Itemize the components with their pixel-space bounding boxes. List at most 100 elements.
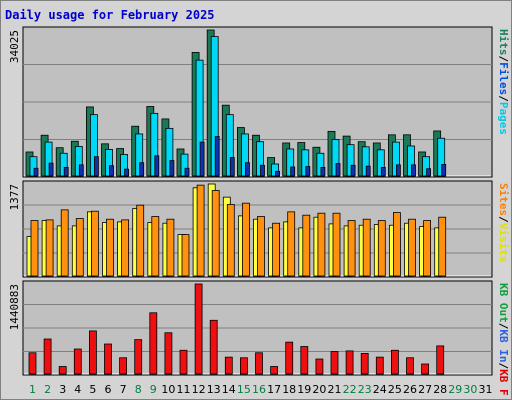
day-label: 7: [120, 383, 127, 396]
bar-pages: [260, 164, 265, 177]
bar-files: [165, 127, 174, 177]
chart-title: Daily usage for February 2025: [5, 8, 215, 22]
bar-files: [150, 112, 159, 177]
bar-kb-f: [330, 351, 339, 375]
bar-kb-f: [315, 358, 324, 375]
day-label: 26: [403, 383, 417, 396]
bar-kb-f: [390, 349, 399, 375]
bar-pages: [124, 168, 129, 177]
bar-pages: [169, 160, 175, 177]
bar-sites: [166, 218, 175, 277]
bar-pages: [48, 162, 54, 177]
y-max-label: 34025: [8, 30, 21, 63]
day-label: 23: [358, 383, 372, 396]
bar-kb-f: [436, 345, 445, 375]
day-label: 30: [463, 383, 477, 396]
bar-pages: [94, 156, 99, 177]
bar-kb-f: [255, 352, 263, 375]
bar-sites: [106, 218, 114, 277]
bar-sites: [332, 212, 341, 277]
legend: KB Out/KB In/KB F: [497, 283, 510, 396]
day-label: 22: [343, 383, 357, 396]
y-max-label: 1440883: [8, 284, 21, 330]
bar-files: [316, 152, 325, 177]
legend-entry: Sites: [497, 183, 510, 216]
bar-kb-f: [179, 349, 188, 375]
bar-pages: [380, 167, 386, 177]
day-label: 6: [105, 383, 112, 396]
bar-pages: [275, 170, 281, 177]
day-label: 14: [222, 383, 236, 396]
legend-entry: KB F: [497, 369, 510, 396]
day-label: 13: [207, 383, 221, 396]
bar-sites: [121, 219, 129, 277]
day-label: 10: [161, 383, 175, 396]
day-label: 8: [135, 383, 142, 396]
bar-sites: [438, 216, 447, 277]
bar-pages: [395, 164, 401, 177]
bar-pages: [350, 164, 356, 177]
bar-files: [29, 156, 38, 177]
bar-kb-f: [421, 363, 430, 375]
bar-kb-f: [239, 357, 248, 375]
bar-pages: [320, 167, 326, 177]
legend-entry: KB In: [497, 329, 510, 362]
bar-kb-f: [406, 357, 414, 375]
bar-kb-f: [345, 350, 354, 375]
bar-pages: [305, 166, 311, 177]
legend: Hits/Files/Pages: [497, 29, 510, 135]
day-label: 19: [297, 383, 311, 396]
bar-kb-f: [224, 356, 233, 375]
bar-files: [286, 148, 295, 177]
bar-pages: [214, 136, 220, 177]
bar-kb-f: [375, 356, 384, 375]
day-label: 1: [29, 383, 36, 396]
bar-pages: [199, 141, 205, 177]
bar-kb-f: [73, 348, 82, 375]
legend-entry: Visits: [497, 223, 510, 263]
bar-files: [240, 133, 249, 177]
bar-pages: [441, 164, 447, 177]
legend-entry: /: [497, 363, 510, 370]
bar-files: [346, 144, 355, 177]
bar-files: [180, 153, 189, 177]
day-label: 9: [150, 383, 157, 396]
bar-files: [195, 59, 204, 177]
bar-kb-f: [360, 352, 369, 375]
bar-sites: [75, 218, 84, 277]
bar-files: [361, 146, 370, 177]
day-label: 27: [418, 383, 432, 396]
bar-kb-f: [134, 339, 143, 375]
bar-files: [331, 139, 340, 177]
bar-kb-f: [209, 319, 218, 375]
legend-entry: Files: [497, 62, 510, 95]
bar-files: [120, 154, 128, 177]
bar-sites: [196, 184, 205, 277]
day-label: 28: [433, 383, 447, 396]
legend-entry: Hits: [497, 29, 510, 56]
bar-sites: [151, 216, 160, 277]
legend-entry: /: [497, 56, 510, 63]
bar-sites: [60, 209, 69, 277]
bar-sites: [347, 220, 356, 277]
bar-pages: [426, 168, 432, 177]
bar-sites: [257, 216, 265, 277]
day-label: 24: [373, 383, 387, 396]
bar-kb-f: [270, 366, 279, 375]
bar-sites: [226, 204, 235, 277]
day-label: 11: [177, 383, 191, 396]
bar-pages: [33, 167, 39, 177]
bar-sites: [408, 218, 416, 277]
bar-kb-f: [119, 357, 127, 375]
bar-kb-f: [89, 330, 97, 375]
bar-files: [210, 36, 219, 177]
bar-kb-f: [285, 341, 294, 375]
day-label: 29: [448, 383, 462, 396]
bar-files: [105, 148, 113, 177]
bar-sites: [30, 220, 39, 277]
legend-entry: Pages: [497, 102, 510, 135]
bar-pages: [229, 157, 235, 177]
bar-sites: [317, 212, 326, 277]
legend-entry: /: [497, 95, 510, 102]
